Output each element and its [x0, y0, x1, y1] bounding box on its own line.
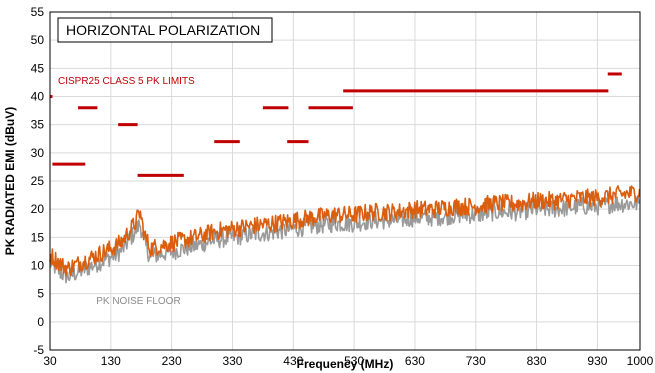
x-tick-label: 130 [101, 354, 121, 368]
x-tick-label: 230 [162, 354, 182, 368]
limit-lines [50, 72, 622, 177]
x-tick-label: 930 [587, 354, 607, 368]
chart-title: HORIZONTAL POLARIZATION [66, 22, 260, 38]
y-tick-label: 0 [37, 315, 44, 329]
x-tick-label: 730 [466, 354, 486, 368]
x-tick-label: 330 [222, 354, 242, 368]
noise-floor-annotation: PK NOISE FLOOR [96, 296, 180, 307]
y-tick-label: 50 [31, 33, 45, 47]
x-tick-label: 630 [405, 354, 425, 368]
emission-trace [49, 185, 641, 277]
y-tick-label: 45 [31, 61, 45, 75]
plot-frame [49, 11, 641, 351]
tick-labels: -5 0 5 10 15 20 25 30 35 40 45 50 55 30 130 230 330 430 53… [31, 5, 654, 368]
y-tick-label: 10 [31, 259, 45, 273]
x-tick-label: 1000 [627, 354, 654, 368]
y-tick-label: 20 [31, 202, 45, 216]
x-axis-title: Frequency (MHz) [297, 357, 394, 371]
y-axis-title: PK RADIATED EMI (dBuV) [3, 107, 17, 255]
series-layer [49, 185, 641, 284]
y-tick-label: 15 [31, 230, 45, 244]
y-tick-label: 55 [31, 5, 45, 19]
y-tick-label: 35 [31, 118, 45, 132]
x-tick-label: 530 [344, 354, 364, 368]
title-box [57, 17, 273, 43]
y-tick-label: 25 [31, 174, 45, 188]
noise-floor-trace [49, 194, 641, 284]
limits-annotation: CISPR25 CLASS 5 PK LIMITS [58, 76, 195, 87]
x-tick-label: 830 [527, 354, 547, 368]
y-tick-label: 30 [31, 146, 45, 160]
x-tick-label: 30 [43, 354, 57, 368]
y-tick-label: 5 [37, 287, 44, 301]
y-tick-label: -5 [33, 343, 44, 357]
x-tick-label: 430 [283, 354, 303, 368]
y-tick-label: 40 [31, 90, 45, 104]
